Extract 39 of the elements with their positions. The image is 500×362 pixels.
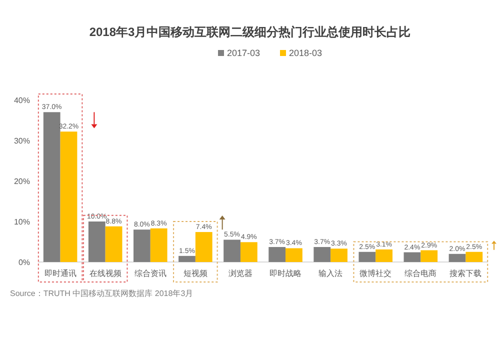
bar (404, 252, 421, 262)
bar (43, 112, 60, 262)
y-tick-label: 20% (14, 177, 30, 186)
bar (376, 249, 393, 262)
bar (224, 240, 240, 262)
chart-title: 2018年3月中国移动互联网二级细分热门行业总使用时长占比 (89, 25, 411, 39)
bar (105, 226, 122, 262)
legend-label: 2018-03 (289, 48, 322, 58)
x-tick-label: 即时战略 (270, 269, 302, 278)
bar (358, 252, 376, 262)
bar (133, 230, 150, 262)
x-tick-label: 即时通讯 (44, 269, 76, 278)
bar (195, 232, 212, 262)
bar (88, 222, 106, 262)
x-tick-label: 输入法 (318, 269, 343, 278)
x-tick-label: 在线视频 (89, 269, 122, 278)
bar (150, 228, 168, 262)
bar (178, 256, 196, 262)
x-tick-label: 综合资讯 (134, 269, 166, 278)
x-tick-label: 浏览器 (228, 269, 252, 278)
bar (420, 250, 438, 262)
bar (240, 242, 258, 262)
bar (60, 132, 78, 262)
x-tick-label: 微博社交 (360, 269, 392, 278)
bar (286, 248, 302, 262)
y-tick-label: 0% (18, 258, 30, 267)
y-tick-label: 30% (14, 136, 30, 146)
source-note: Source：TRUTH 中国移动互联网数据库 2018年3月 (10, 289, 194, 298)
bar (466, 252, 483, 262)
x-tick-label: 综合电商 (404, 269, 437, 278)
x-tick-label: 短视频 (183, 269, 208, 278)
bar (268, 247, 286, 262)
y-tick-label: 10% (14, 218, 30, 226)
x-tick-label: 搜索下载 (450, 269, 482, 278)
bar (314, 247, 331, 262)
legend-label: 2017-03 (227, 48, 260, 58)
y-tick-label: 40% (14, 96, 30, 105)
bar (330, 248, 348, 262)
bar (448, 254, 466, 262)
